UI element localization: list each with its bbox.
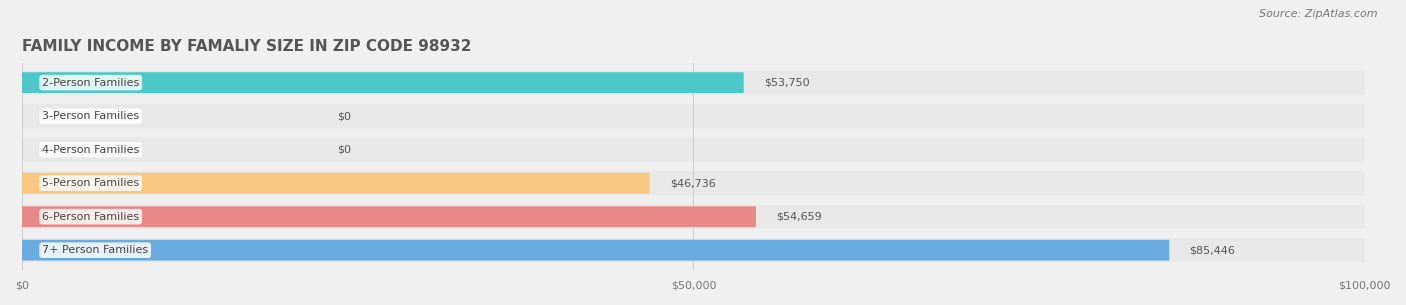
Text: $53,750: $53,750 [763,77,810,88]
FancyBboxPatch shape [22,138,1365,162]
Text: FAMILY INCOME BY FAMALIY SIZE IN ZIP CODE 98932: FAMILY INCOME BY FAMALIY SIZE IN ZIP COD… [22,39,471,54]
FancyBboxPatch shape [22,104,1365,128]
FancyBboxPatch shape [22,205,1365,229]
FancyBboxPatch shape [22,173,650,194]
Text: $85,446: $85,446 [1189,245,1236,255]
FancyBboxPatch shape [22,72,744,93]
Text: 7+ Person Families: 7+ Person Families [42,245,148,255]
Text: 4-Person Families: 4-Person Families [42,145,139,155]
Text: $54,659: $54,659 [776,212,823,222]
FancyBboxPatch shape [22,206,756,227]
FancyBboxPatch shape [22,238,1365,262]
Text: 3-Person Families: 3-Person Families [42,111,139,121]
Text: 6-Person Families: 6-Person Families [42,212,139,222]
Text: 5-Person Families: 5-Person Families [42,178,139,188]
FancyBboxPatch shape [22,70,1365,95]
Text: $0: $0 [337,111,352,121]
Text: $0: $0 [337,145,352,155]
Text: $46,736: $46,736 [669,178,716,188]
Text: 2-Person Families: 2-Person Families [42,77,139,88]
Text: Source: ZipAtlas.com: Source: ZipAtlas.com [1260,9,1378,19]
FancyBboxPatch shape [22,171,1365,195]
FancyBboxPatch shape [22,240,1170,260]
